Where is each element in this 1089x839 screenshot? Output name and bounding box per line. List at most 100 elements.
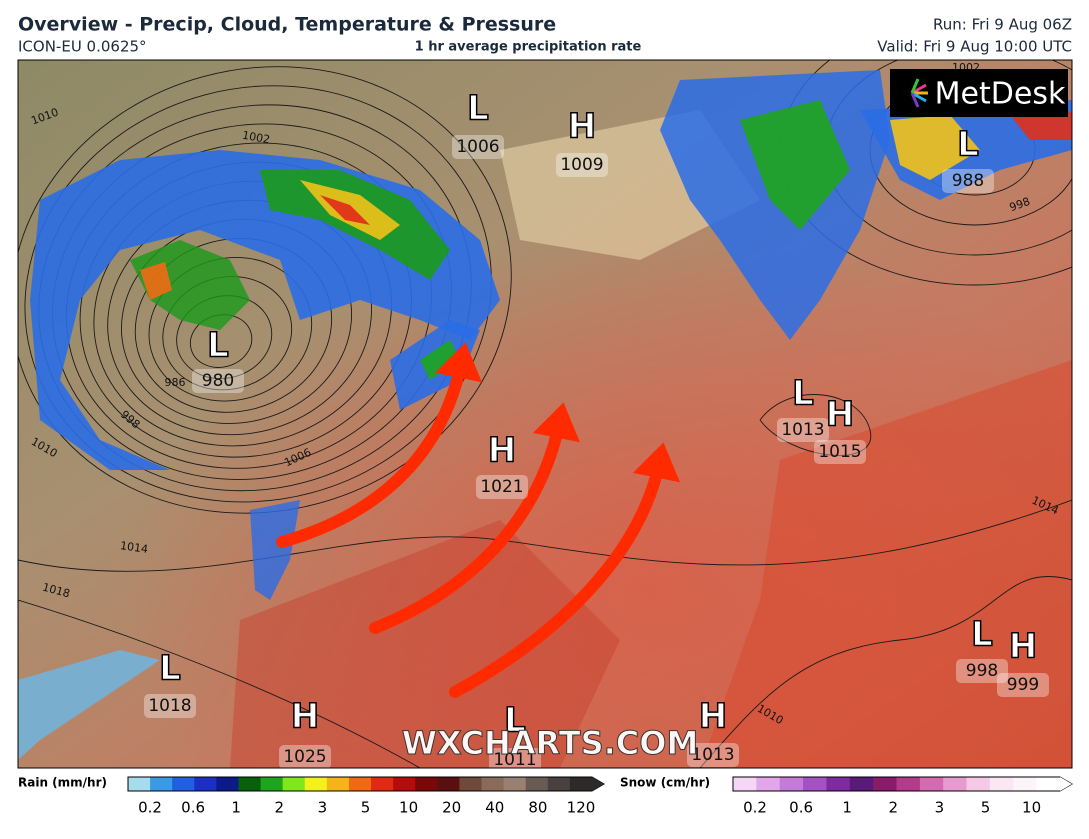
- snow-legend-label: Snow (cm/hr): [620, 776, 710, 790]
- flow-arrow: [276, 342, 482, 548]
- rain-colorbar: 0.2 0.6 1 2 3 5 10 20 40 80 120: [127, 776, 605, 817]
- precip-area: [250, 500, 300, 600]
- colorbar-tick-label: 2: [889, 799, 899, 817]
- colorbar-segment: [238, 777, 262, 791]
- colorbar-segment: [260, 777, 284, 791]
- precip-area: [1010, 112, 1072, 140]
- rain-legend-label: Rain (mm/hr): [18, 776, 107, 790]
- colorbar-segment: [459, 777, 483, 791]
- pressure-value-box: [279, 745, 331, 768]
- colorbar-tick-label: 1: [231, 799, 241, 817]
- pressure-value-box: [956, 659, 1008, 683]
- colorbar-tick-label: 0.2: [743, 799, 767, 817]
- pressure-value-box: [777, 418, 829, 442]
- pressure-value: 1009: [560, 155, 603, 175]
- colorbar-tick-label: 40: [485, 799, 504, 817]
- precip-area: [740, 100, 850, 230]
- colorbar-tick-label: 3: [935, 799, 945, 817]
- colorbar-segment: [216, 777, 239, 791]
- valid-time: Valid: Fri 9 Aug 10:00 UTC: [877, 38, 1072, 56]
- colorbar-segment: [943, 777, 968, 791]
- colorbar-segment: [172, 777, 195, 791]
- isobar-label: 1002: [241, 129, 271, 147]
- snow-colorbar: 0.2 0.6 1 2 3 5 10: [732, 776, 1073, 817]
- colorbar-segment: [326, 777, 350, 791]
- precip-area: [320, 195, 370, 225]
- isobar: [24, 85, 492, 503]
- colorbar-segment: [128, 777, 151, 791]
- colorbar-segment: [415, 777, 438, 791]
- pressure-letter: H: [291, 697, 319, 737]
- pressure-letter: L: [207, 326, 229, 366]
- isobar: [699, 575, 1072, 768]
- colorbar-segment: [826, 777, 851, 791]
- isobar: [18, 599, 421, 768]
- colorbar-segment: [547, 777, 571, 791]
- pressure-value: 998: [966, 661, 998, 681]
- colorbar-tick-label: 80: [528, 799, 547, 817]
- pressure-value: 1018: [148, 696, 191, 716]
- colorbar-segment: [194, 777, 217, 791]
- flow-arrow: [369, 402, 580, 634]
- pressure-letter: L: [957, 125, 979, 165]
- colorbar-segment: [1036, 777, 1061, 791]
- pressure-value: 1011: [493, 750, 536, 770]
- pressure-value: 999: [1007, 675, 1039, 695]
- pressure-letter: L: [467, 89, 489, 129]
- colorbar-segment: [150, 777, 173, 791]
- pressure-value: 1015: [818, 442, 861, 462]
- hot-area: [230, 520, 620, 768]
- pressure-letter: H: [699, 697, 727, 737]
- logo-text: MetDesk: [935, 77, 1066, 112]
- colorbar-segment: [896, 777, 921, 791]
- logo-icon: [910, 78, 928, 108]
- colorbar-tick-label: 0.2: [138, 799, 162, 817]
- pressure-letter: L: [159, 649, 181, 689]
- colorbar-segment: [1013, 777, 1038, 791]
- pressure-letter: L: [504, 701, 526, 741]
- isobar: [18, 66, 512, 514]
- colorbar-segment: [873, 777, 897, 791]
- colorbar-segment: [503, 777, 527, 791]
- colorbar-tick-label: 0.6: [181, 799, 205, 817]
- colorbar-segment: [803, 777, 827, 791]
- colorbar-tick-label: 10: [399, 799, 418, 817]
- pressure-value-box: [556, 153, 608, 177]
- colorbar-tick-label: 0.6: [789, 799, 813, 817]
- colorbar-tip: [1060, 777, 1072, 791]
- colorbar-segment: [779, 777, 804, 791]
- pressure-value-box: [997, 673, 1049, 697]
- colorbar-tick-label: 5: [361, 799, 371, 817]
- colorbar-tick-label: 3: [318, 799, 328, 817]
- pressure-letter: H: [568, 107, 596, 147]
- pressure-letter: H: [488, 431, 516, 471]
- colorbar-segment: [282, 777, 306, 791]
- pressure-letter: H: [1009, 627, 1037, 667]
- pressure-letter: H: [826, 395, 854, 435]
- flow-arrow: [449, 442, 680, 698]
- colorbar-tick-label: 120: [567, 799, 596, 817]
- isobar: [759, 394, 872, 456]
- colorbar-tick-label: 2: [275, 799, 285, 817]
- pressure-value: 988: [952, 171, 984, 191]
- colorbar-segment: [849, 777, 874, 791]
- hot-area: [700, 360, 1072, 768]
- colorbar-segment: [304, 777, 328, 791]
- colorbar-segment: [989, 777, 1014, 791]
- colorbar-segment: [525, 777, 549, 791]
- colorbar-tick-label: 10: [1022, 799, 1041, 817]
- pressure-value-box: [687, 743, 739, 767]
- pressure-value: 1013: [781, 420, 824, 440]
- precip-area: [18, 650, 160, 760]
- map-frame: [17, 59, 1073, 769]
- colorbar-segment: [756, 777, 781, 791]
- colorbar-segment: [371, 777, 394, 791]
- colorbar-tick-label: 1: [842, 799, 852, 817]
- isobar-label: 1014: [119, 539, 149, 556]
- colorbar-segment: [733, 777, 757, 791]
- precip-area: [130, 240, 250, 330]
- subtitle: 1 hr average precipitation rate: [415, 40, 642, 55]
